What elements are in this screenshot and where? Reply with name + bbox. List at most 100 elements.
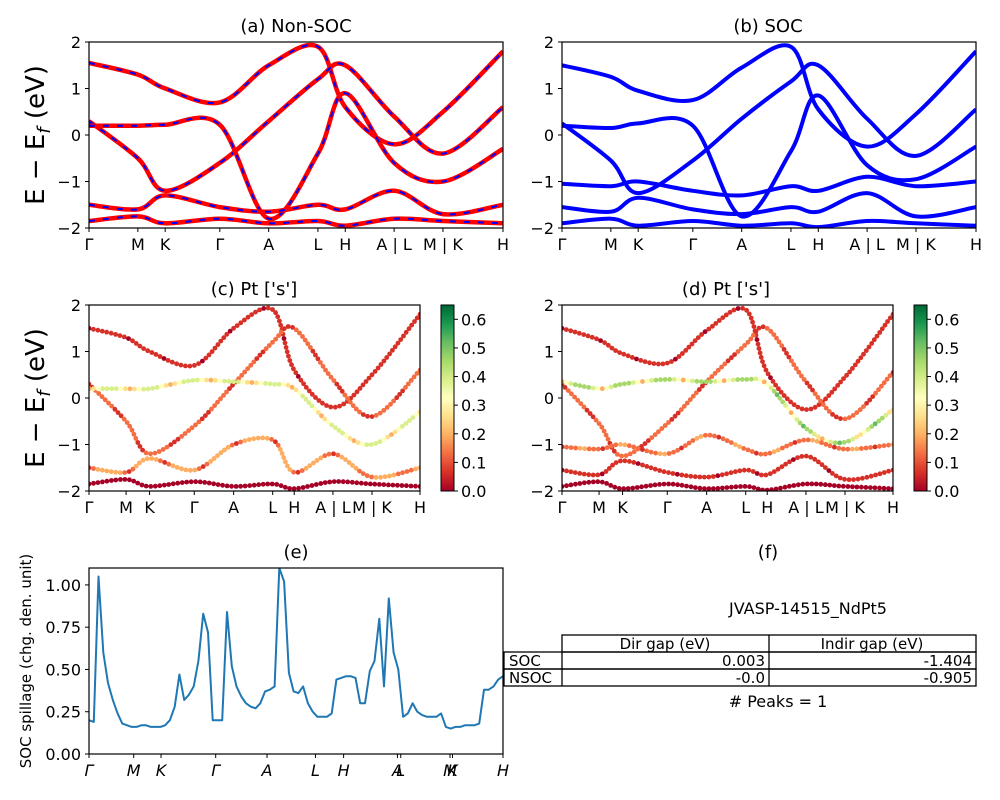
projection-point <box>395 482 400 488</box>
projection-point <box>323 367 328 373</box>
projection-point <box>699 379 704 384</box>
projection-point <box>771 332 777 337</box>
material-id: JVASP-14515_NdPt5 <box>728 599 887 619</box>
projection-point <box>774 335 779 341</box>
projection-point <box>104 468 110 474</box>
projection-point <box>381 408 387 413</box>
projection-point <box>656 361 661 367</box>
projection-point <box>95 327 101 333</box>
projection-point <box>642 359 648 365</box>
projection-point <box>775 466 781 472</box>
projection-point <box>364 442 370 448</box>
x-tick-label: Γ <box>558 498 567 517</box>
projection-point <box>761 363 767 369</box>
projection-point <box>224 331 230 337</box>
projection-point <box>754 471 760 476</box>
projection-point <box>162 460 168 465</box>
projection-point <box>703 379 709 385</box>
projection-point <box>763 451 768 457</box>
projection-point <box>296 485 301 491</box>
projection-point <box>804 407 809 412</box>
projection-point <box>91 480 96 486</box>
projection-point <box>804 426 810 432</box>
projection-point <box>748 336 754 342</box>
projection-point <box>368 442 374 447</box>
projection-point <box>719 472 725 478</box>
projection-point <box>328 374 334 380</box>
colorbar-d: 0.0 0.1 0.2 0.3 0.4 0.5 0.6 <box>913 304 959 501</box>
projection-point <box>827 443 833 449</box>
projection-point <box>710 323 715 329</box>
projection-point <box>683 473 689 479</box>
projection-point <box>612 484 618 490</box>
projection-point <box>253 309 258 315</box>
spillage-line <box>89 568 503 730</box>
projection-point <box>408 467 414 473</box>
x-tick-label: M <box>592 498 606 517</box>
projection-point <box>355 440 361 445</box>
projection-point <box>608 483 614 488</box>
projection-point <box>887 315 893 321</box>
projection-point <box>582 446 588 452</box>
projection-point <box>121 416 127 422</box>
x-tick-label: H <box>812 235 824 254</box>
projection-point <box>382 474 388 480</box>
projection-point <box>630 485 636 491</box>
x-tick-label: Γ <box>215 235 224 254</box>
projection-point <box>335 452 341 458</box>
projection-point <box>681 403 687 409</box>
y-tick-label: 1 <box>544 80 554 99</box>
projection-point <box>140 447 146 453</box>
projection-point <box>404 469 410 474</box>
projection-point <box>372 369 378 374</box>
projection-point <box>189 425 195 431</box>
projection-point <box>99 328 105 334</box>
projection-point <box>590 479 596 485</box>
x-tick-label: K <box>447 761 459 780</box>
projection-point <box>136 386 142 392</box>
projection-point <box>674 471 680 477</box>
x-tick-label: Γ <box>558 235 567 254</box>
projection-point <box>685 378 691 383</box>
projection-point <box>872 485 878 491</box>
projection-point <box>357 468 362 474</box>
projection-point <box>887 373 893 379</box>
projection-point <box>175 436 181 442</box>
projection-point <box>133 463 139 469</box>
projection-point <box>604 385 610 391</box>
axes-frame <box>561 304 894 492</box>
band-line <box>89 90 503 221</box>
projection-point <box>613 460 619 465</box>
projection-point <box>635 445 641 451</box>
projection-point <box>724 471 729 477</box>
projection-point <box>226 379 232 384</box>
projection-point <box>697 474 703 480</box>
projection-point <box>602 340 607 346</box>
projection-point <box>826 409 832 414</box>
projection-point <box>327 479 333 485</box>
projection-point <box>796 369 802 375</box>
projection-point <box>569 391 574 397</box>
projection-point <box>807 384 813 389</box>
projection-point <box>113 332 118 337</box>
projection-point <box>372 481 378 487</box>
projection-point <box>249 380 255 385</box>
projection-point <box>735 349 741 354</box>
projection-point <box>733 469 738 475</box>
projection-point <box>245 314 251 320</box>
projection-point <box>293 387 299 393</box>
projection-point <box>868 473 874 479</box>
projection-point <box>353 406 359 412</box>
projection-point <box>706 486 712 491</box>
projection-point <box>99 467 105 473</box>
projection-point <box>193 479 199 485</box>
projection-point <box>313 352 318 358</box>
projection-point <box>285 463 290 469</box>
projection-point <box>656 429 661 434</box>
projection-point <box>664 360 670 366</box>
projection-point <box>631 460 637 465</box>
y-tick-label: 0 <box>71 126 81 145</box>
projection-point <box>833 414 839 420</box>
projection-point <box>680 377 686 383</box>
